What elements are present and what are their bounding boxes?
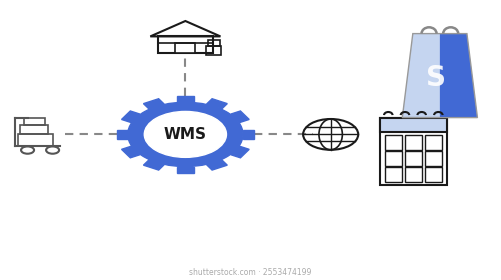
Text: S: S: [426, 64, 446, 92]
Bar: [425, 167, 441, 182]
Bar: [380, 118, 447, 185]
Bar: [206, 46, 221, 55]
Polygon shape: [176, 167, 194, 173]
Bar: [425, 136, 441, 150]
Bar: [24, 118, 45, 125]
Polygon shape: [206, 99, 227, 109]
Bar: [385, 151, 402, 166]
Polygon shape: [231, 146, 249, 158]
Polygon shape: [176, 96, 194, 102]
Bar: [405, 151, 422, 166]
Bar: [405, 167, 422, 182]
Polygon shape: [143, 160, 164, 170]
Polygon shape: [440, 34, 477, 118]
Bar: [175, 43, 195, 53]
Bar: [405, 136, 422, 150]
Bar: [208, 40, 220, 46]
Polygon shape: [243, 130, 254, 139]
Bar: [385, 136, 402, 150]
Circle shape: [144, 111, 226, 157]
Polygon shape: [231, 111, 249, 123]
Bar: [425, 151, 441, 166]
Polygon shape: [117, 130, 128, 139]
Polygon shape: [122, 146, 140, 158]
Bar: [385, 167, 402, 182]
Text: WMS: WMS: [164, 127, 207, 142]
Polygon shape: [206, 160, 227, 170]
Circle shape: [128, 102, 243, 167]
Bar: [158, 36, 213, 53]
Polygon shape: [143, 99, 164, 109]
Bar: [380, 118, 447, 132]
Polygon shape: [122, 111, 140, 123]
Text: shutterstock.com · 2553474199: shutterstock.com · 2553474199: [189, 268, 312, 277]
Bar: [20, 125, 48, 134]
Bar: [18, 134, 53, 146]
Polygon shape: [402, 34, 440, 118]
